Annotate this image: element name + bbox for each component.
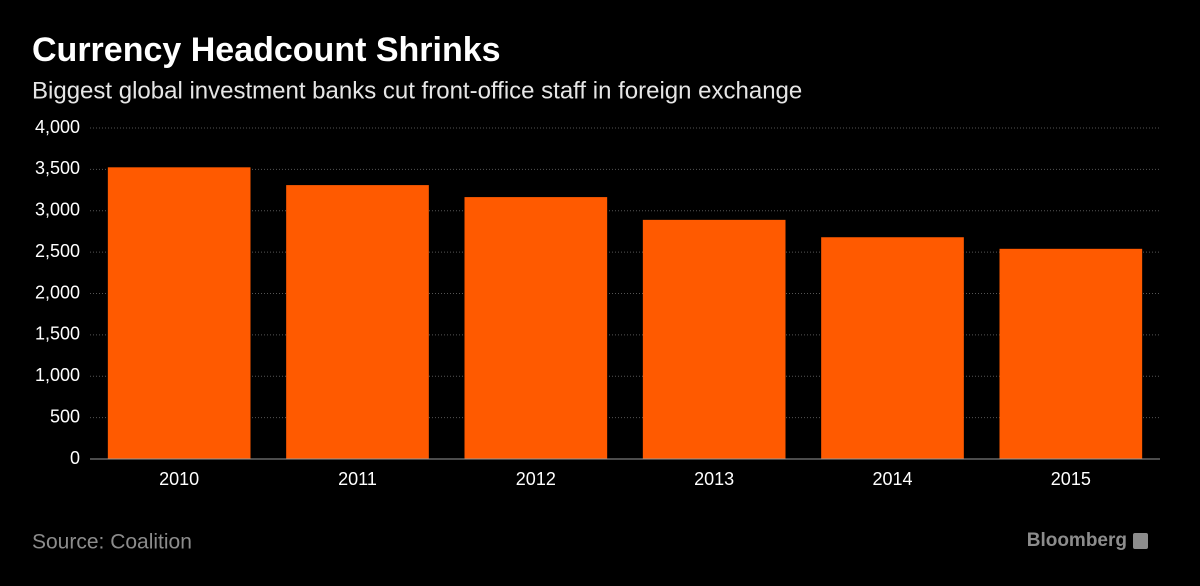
bar	[821, 237, 964, 459]
y-tick-label: 2,500	[35, 241, 80, 261]
y-tick-label: 0	[70, 448, 80, 468]
y-tick-label: 3,000	[35, 200, 80, 220]
chart-subtitle: Biggest global investment banks cut fron…	[32, 77, 802, 104]
x-tick-label: 2011	[338, 469, 377, 489]
bar	[999, 248, 1143, 459]
y-tick-label: 1,000	[35, 365, 80, 385]
chart-title: Currency Headcount Shrinks	[32, 31, 501, 69]
x-tick-label: 2013	[694, 469, 734, 489]
x-tick-label: 2010	[159, 469, 199, 489]
x-tick-label: 2015	[1051, 469, 1091, 489]
bar	[642, 219, 786, 459]
y-tick-label: 2,000	[35, 282, 80, 302]
x-tick-label: 2014	[872, 469, 912, 489]
bar	[464, 197, 608, 459]
brand-logo: Bloomberg	[1027, 530, 1127, 551]
brand-icon	[1133, 533, 1148, 549]
y-tick-label: 1,500	[35, 324, 80, 344]
bar	[107, 167, 251, 459]
y-tick-label: 500	[50, 406, 80, 426]
x-tick-label: 2012	[516, 469, 556, 489]
y-tick-label: 3,500	[35, 158, 80, 178]
bar	[286, 185, 429, 459]
y-tick-label: 4,000	[35, 117, 80, 137]
source-note: Source: Coalition	[32, 531, 192, 554]
